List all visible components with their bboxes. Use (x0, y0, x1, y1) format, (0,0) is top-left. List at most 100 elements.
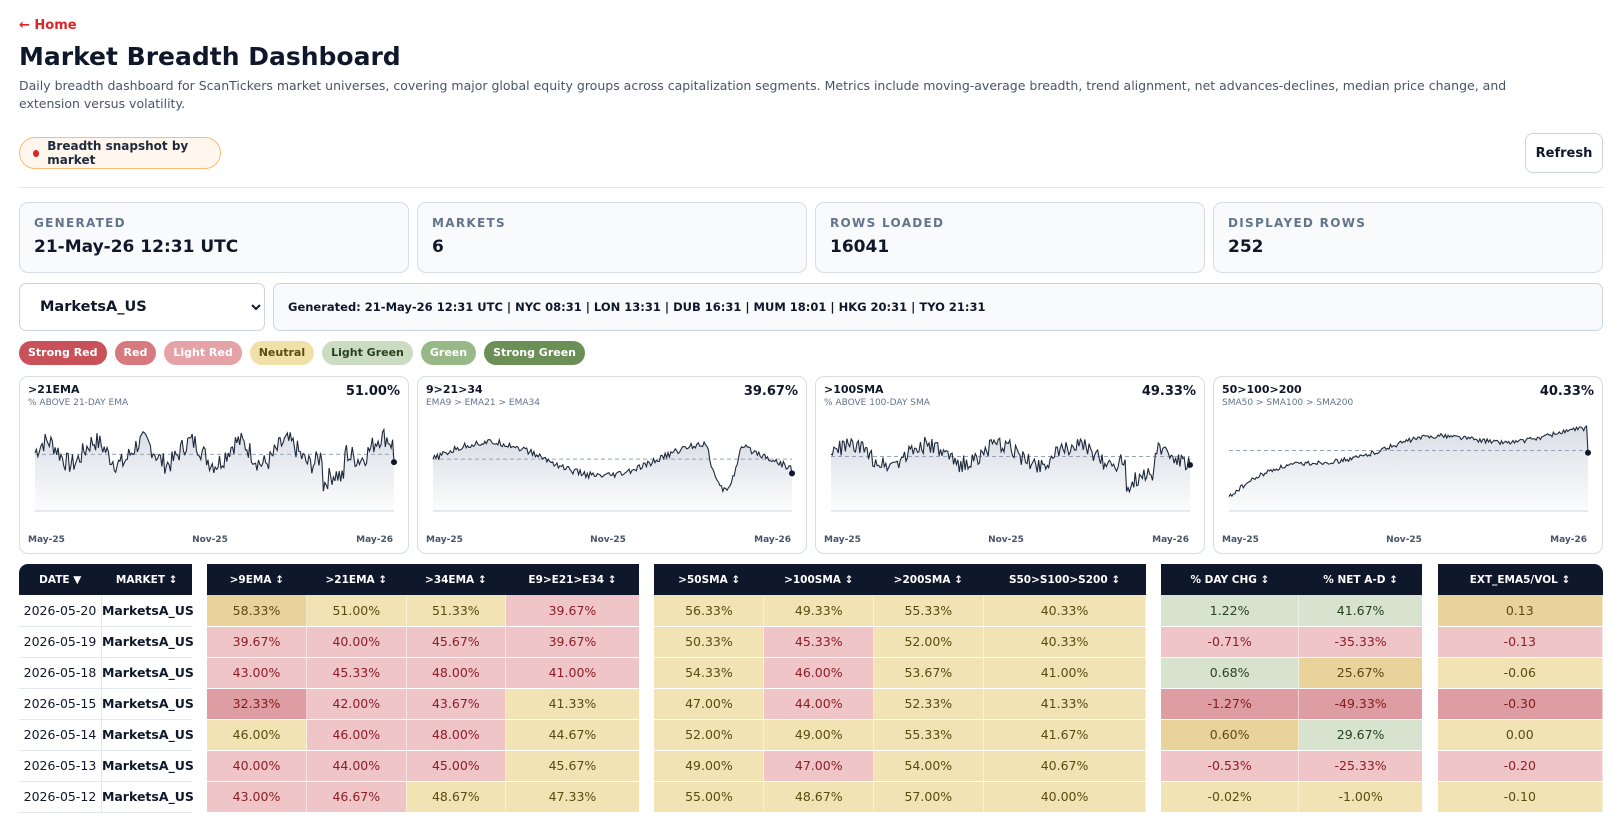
chart-title: >21EMA (28, 383, 80, 396)
metric-cell: 54.00% (873, 750, 984, 782)
chart-line (34, 427, 395, 492)
market-cell: MarketsA_US (101, 657, 194, 689)
metric-cell: 48.00% (406, 719, 507, 751)
column-header[interactable]: MARKET ↕ (101, 564, 192, 595)
metric-cell: 32.33% (207, 688, 308, 720)
legend-chip-red: Red (114, 341, 157, 365)
stat-card-markets: MARKETS 6 (417, 202, 807, 273)
metric-cell: 41.67% (1298, 595, 1423, 627)
column-gap (1145, 595, 1162, 626)
metric-cell: -25.33% (1298, 750, 1423, 782)
market-select[interactable]: MarketsA_US (19, 283, 265, 331)
metric-cell: 46.00% (306, 719, 407, 751)
metric-cell: 47.00% (654, 688, 765, 720)
column-gap (639, 626, 655, 657)
column-header[interactable]: >34EMA ↕ (406, 564, 506, 595)
column-gap (639, 688, 655, 719)
chart-x-tick-label: May-26 (754, 535, 791, 545)
metric-cell: 51.00% (306, 595, 407, 627)
column-header[interactable]: E9>E21>E34 ↕ (505, 564, 640, 595)
metric-cell: 55.33% (873, 595, 984, 627)
chart-title: 50>100>200 (1222, 383, 1302, 396)
metric-cell: 41.67% (983, 719, 1147, 751)
stat-card-displayed-rows: DISPLAYED ROWS 252 (1213, 202, 1603, 273)
chart-x-tick-label: May-26 (356, 535, 393, 545)
metric-cell: 41.00% (983, 657, 1147, 689)
column-gap (1422, 626, 1438, 657)
metric-cell: 48.67% (763, 781, 875, 813)
legend-chip-light-green: Light Green (322, 341, 413, 365)
chart-x-tick-label: Nov-25 (590, 535, 626, 545)
column-gap (1145, 719, 1162, 750)
chart-x-tick-label: May-26 (1550, 535, 1587, 545)
chart-line (432, 437, 793, 494)
metric-cell: 48.67% (406, 781, 507, 813)
table-row: 2026-05-15 MarketsA_US 32.33% 42.00% 43.67% 4… (19, 688, 1603, 720)
legend-chip-green: Green (420, 341, 477, 365)
metric-cell: 40.00% (306, 626, 407, 658)
stat-card-rows-loaded: ROWS LOADED 16041 (815, 202, 1205, 273)
chart-title: 9>21>34 (426, 383, 483, 396)
column-gap (1422, 657, 1438, 688)
table-row: 2026-05-13 MarketsA_US 40.00% 44.00% 45.00% 4… (19, 750, 1603, 782)
column-header[interactable]: >21EMA ↕ (306, 564, 407, 595)
metric-cell: 0.60% (1161, 719, 1300, 751)
table-body: 2026-05-20 MarketsA_US 58.33% 51.00% 51.33% 3… (19, 595, 1603, 813)
column-header[interactable]: >200SMA ↕ (873, 564, 984, 595)
metric-cell: -0.13 (1437, 626, 1603, 658)
chart-current-value: 49.33% (1142, 384, 1196, 399)
column-header[interactable]: DATE ▼ (19, 564, 102, 595)
chart-subtitle: % ABOVE 21-DAY EMA (28, 398, 129, 408)
chart-subtitle: SMA50 > SMA100 > SMA200 (1222, 398, 1354, 408)
metric-cell: 57.00% (873, 781, 984, 813)
metric-cell: 40.67% (983, 750, 1147, 782)
chart-line (830, 436, 1191, 494)
market-cell: MarketsA_US (101, 688, 194, 720)
generated-info: Generated: 21-May-26 12:31 UTC | NYC 08:… (273, 283, 1603, 331)
metric-cell: 40.00% (983, 781, 1147, 813)
legend-chip-strong-red: Strong Red (19, 341, 107, 365)
stat-value: 21-May-26 12:31 UTC (34, 237, 239, 257)
chart-current-value: 40.33% (1540, 384, 1594, 399)
metric-cell: 45.00% (406, 750, 507, 782)
market-cell: MarketsA_US (101, 626, 194, 658)
column-header[interactable]: % NET A-D ↕ (1298, 564, 1423, 595)
metric-cell: 50.33% (654, 626, 765, 658)
chart-card-9-21-34: 9>21>34 EMA9 > EMA21 > EMA34 39.67% May-25 N… (417, 376, 807, 554)
column-header[interactable]: EXT_EMA5/VOL ↕ (1437, 564, 1603, 595)
stat-card-generated: GENERATED 21-May-26 12:31 UTC (19, 202, 409, 273)
metric-cell: 44.67% (505, 719, 640, 751)
metric-cell: 52.00% (654, 719, 765, 751)
metric-cell: 54.33% (654, 657, 765, 689)
column-gap (1145, 626, 1162, 657)
stat-label: GENERATED (34, 216, 126, 230)
metric-cell: 53.67% (873, 657, 984, 689)
chart-x-tick-label: May-25 (426, 535, 463, 545)
stat-value: 16041 (830, 237, 890, 257)
column-header[interactable]: S50>S100>S200 ↕ (983, 564, 1146, 595)
page-title: Market Breadth Dashboard (19, 42, 401, 71)
chart-subtitle: EMA9 > EMA21 > EMA34 (426, 398, 540, 408)
metric-cell: 1.22% (1161, 595, 1300, 627)
metric-cell: 52.33% (873, 688, 984, 720)
column-gap (1145, 688, 1162, 719)
metric-cell: 43.67% (406, 688, 507, 720)
market-cell: MarketsA_US (101, 719, 194, 751)
metric-cell: 56.33% (654, 595, 765, 627)
chart-current-value: 39.67% (744, 384, 798, 399)
metric-cell: 41.33% (983, 688, 1147, 720)
metric-cell: 55.00% (654, 781, 765, 813)
metric-cell: 49.00% (763, 719, 875, 751)
column-header[interactable]: >50SMA ↕ (654, 564, 764, 595)
refresh-button[interactable]: Refresh (1525, 133, 1603, 173)
date-cell: 2026-05-13 (19, 750, 102, 782)
date-cell: 2026-05-12 (19, 781, 102, 813)
metric-cell: -35.33% (1298, 626, 1423, 658)
column-header[interactable]: >9EMA ↕ (207, 564, 307, 595)
column-header[interactable]: >100SMA ↕ (763, 564, 874, 595)
column-header[interactable]: % DAY CHG ↕ (1161, 564, 1299, 595)
home-link[interactable]: ← Home (19, 18, 77, 33)
metric-cell: 45.33% (306, 657, 407, 689)
metric-cell: 41.33% (505, 688, 640, 720)
metric-cell: 49.33% (763, 595, 875, 627)
